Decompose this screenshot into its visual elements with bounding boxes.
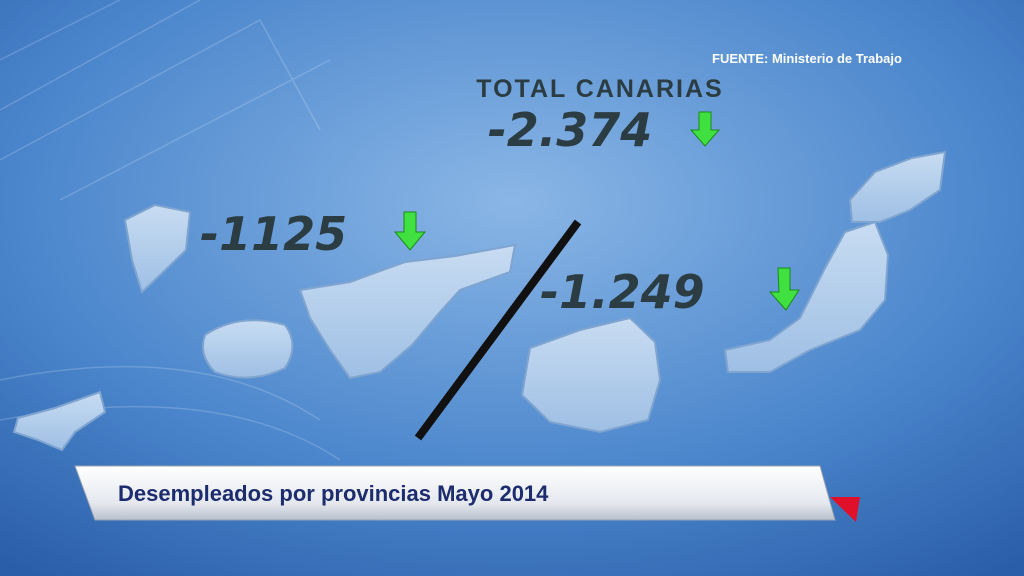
divider-slash [414, 219, 582, 441]
province-value: -1.249 [540, 265, 705, 319]
down-arrow [768, 267, 800, 311]
total-label: TOTAL CANARIAS [476, 75, 723, 103]
total-value: -2.374 [488, 103, 653, 157]
down-arrows [393, 111, 800, 311]
caption-accent [830, 497, 860, 522]
province-value: -1125 [200, 207, 347, 261]
down-arrow [689, 111, 721, 147]
island-fuerteventura [723, 220, 890, 373]
islands [12, 150, 947, 452]
source: FUENTE: Ministerio de Trabajo [712, 51, 902, 66]
caption-bar [74, 465, 836, 521]
island-la-gomera [202, 319, 294, 379]
island-tenerife [298, 243, 517, 380]
island-gran-canaria [520, 316, 662, 434]
island-el-hierro [12, 390, 107, 452]
caption: Desempleados por provincias Mayo 2014 [118, 481, 549, 506]
island-lanzarote [848, 150, 947, 223]
island-la-palma [123, 203, 192, 294]
down-arrow [393, 211, 427, 251]
